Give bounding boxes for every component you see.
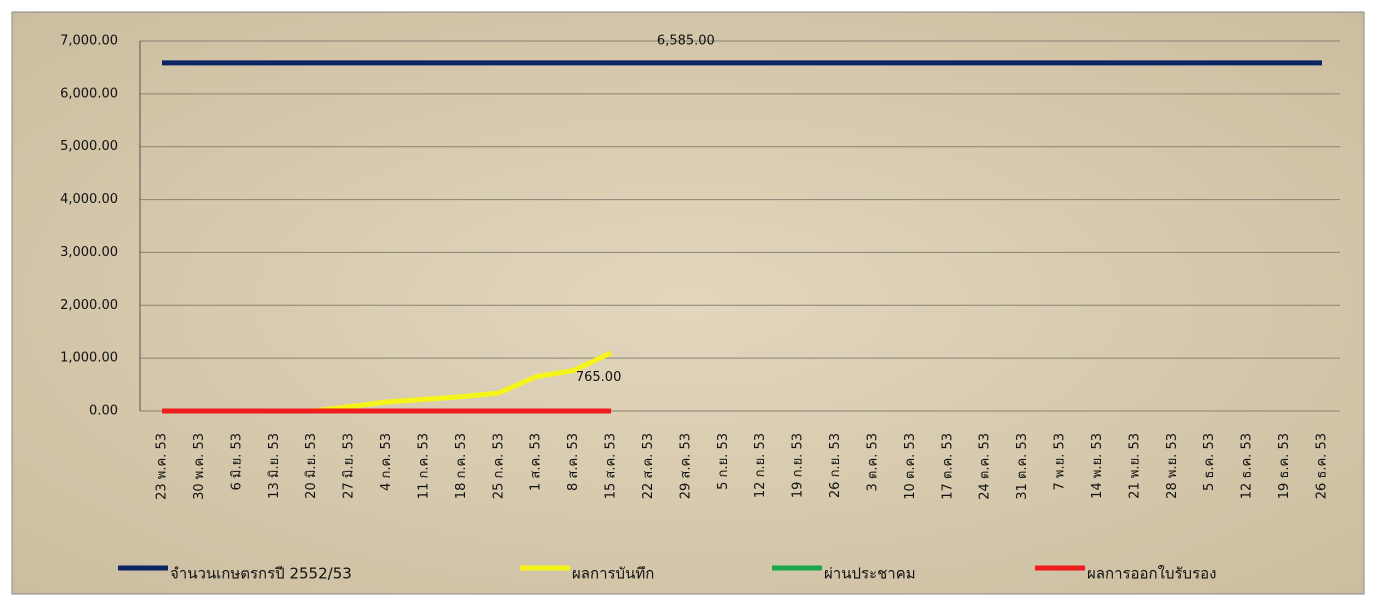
x-tick-label: 19 ก.ย. 53 (791, 433, 806, 498)
x-tick-label: 14 พ.ย. 53 (1090, 433, 1105, 499)
plot-background (11, 11, 1365, 595)
y-tick-label: 3,000.00 (60, 245, 118, 260)
x-tick-label: 20 มิ.ย. 53 (304, 433, 319, 499)
x-tick-label: 21 พ.ย. 53 (1127, 433, 1142, 499)
x-tick-label: 29 ส.ค. 53 (678, 433, 693, 499)
y-tick-label: 5,000.00 (60, 139, 118, 154)
x-tick-label: 10 ต.ค. 53 (903, 433, 918, 500)
x-tick-label: 28 พ.ย. 53 (1165, 433, 1180, 499)
data-label: 6,585.00 (657, 33, 715, 48)
x-tick-label: 19 ธ.ค. 53 (1277, 433, 1292, 499)
y-tick-label: 2,000.00 (60, 298, 118, 313)
x-tick-label: 5 ธ.ค. 53 (1202, 433, 1217, 491)
x-tick-label: 17 ต.ค. 53 (940, 433, 955, 500)
x-tick-label: 12 ก.ย. 53 (753, 433, 768, 498)
y-tick-label: 7,000.00 (60, 34, 118, 49)
x-tick-label: 23 พ.ค. 53 (155, 433, 170, 500)
x-tick-label: 31 ต.ค. 53 (1015, 433, 1030, 500)
x-tick-label: 1 ส.ค. 53 (529, 433, 544, 491)
y-tick-label: 4,000.00 (60, 192, 118, 207)
y-tick-label: 0.00 (89, 404, 118, 419)
x-tick-label: 4 ก.ค. 53 (379, 433, 394, 491)
x-tick-label: 8 ส.ค. 53 (566, 433, 581, 491)
x-tick-label: 5 ก.ย. 53 (716, 433, 731, 490)
legend-label: จำนวนเกษตรกรปี 2552/53 (170, 565, 352, 583)
x-tick-label: 6 มิ.ย. 53 (229, 433, 244, 491)
x-tick-label: 11 ก.ค. 53 (416, 433, 431, 499)
x-tick-label: 27 มิ.ย. 53 (342, 433, 357, 499)
legend-label: ผลการออกใบรับรอง (1087, 565, 1216, 583)
x-tick-label: 30 พ.ค. 53 (192, 433, 207, 500)
x-tick-label: 3 ต.ค. 53 (865, 433, 880, 491)
x-tick-label: 13 มิ.ย. 53 (267, 433, 282, 499)
data-label: 765.00 (576, 370, 622, 385)
y-tick-label: 6,000.00 (60, 86, 118, 101)
x-tick-label: 22 ส.ค. 53 (641, 433, 656, 499)
x-tick-label: 26 ก.ย. 53 (828, 433, 843, 498)
x-tick-label: 7 พ.ย. 53 (1053, 433, 1068, 491)
x-tick-label: 25 ก.ค. 53 (491, 433, 506, 499)
x-tick-label: 15 ส.ค. 53 (604, 433, 619, 499)
x-tick-label: 18 ก.ค. 53 (454, 433, 469, 499)
y-tick-label: 1,000.00 (60, 351, 118, 366)
x-tick-label: 12 ธ.ค. 53 (1240, 433, 1255, 499)
legend-label: ผ่านประชาคม (824, 565, 916, 583)
x-tick-label: 24 ต.ค. 53 (978, 433, 993, 500)
legend-label: ผลการบันทึก (572, 565, 654, 583)
x-tick-label: 26 ธ.ค. 53 (1315, 433, 1330, 499)
